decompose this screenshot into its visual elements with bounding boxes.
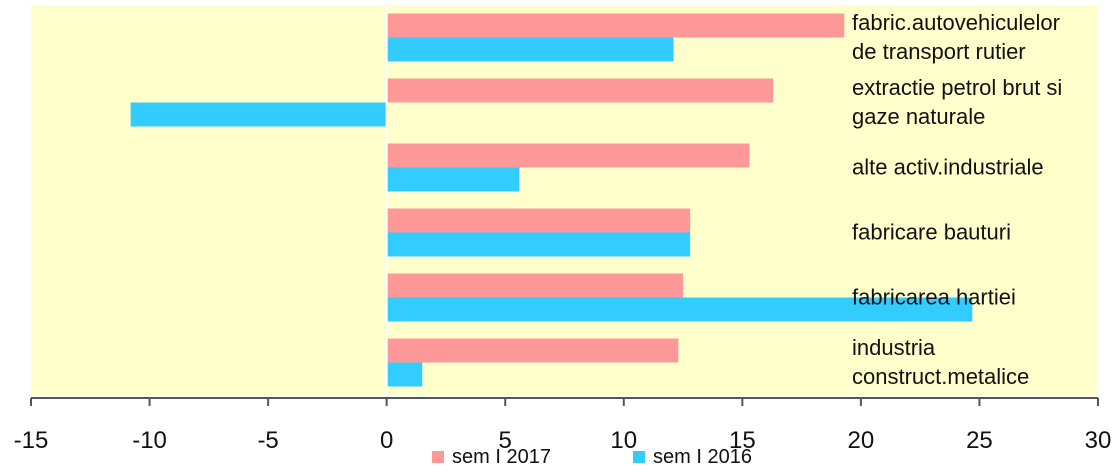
category-label-line: extractie petrol brut si bbox=[852, 75, 1062, 100]
legend-label-sem1-2017: sem I 2017 bbox=[452, 446, 551, 468]
category-label-line: fabricarea hartiei bbox=[852, 285, 1016, 310]
category-label-line: industria bbox=[852, 335, 936, 360]
x-tick-label: -15 bbox=[14, 427, 49, 454]
bar-sem1-2017-0 bbox=[386, 13, 845, 38]
x-tick-label: 10 bbox=[610, 427, 637, 454]
bar-sem1-2016-0 bbox=[386, 37, 674, 62]
x-axis: -15 -10 -5 0 5 10 15 20 25 30 bbox=[14, 5, 1112, 454]
category-label-line: de transport rutier bbox=[852, 39, 1026, 64]
category-label-line: alte activ.industriale bbox=[852, 155, 1044, 180]
legend-label-sem1-2016: sem I 2016 bbox=[653, 446, 752, 468]
legend-swatch-sem1-2017 bbox=[432, 451, 444, 463]
category-label: fabricare bauturi bbox=[852, 220, 1011, 245]
bar-sem1-2016-3 bbox=[386, 232, 691, 257]
category-label-line: fabric.autovehiculelor bbox=[852, 10, 1060, 35]
x-tick-label: 5 bbox=[499, 427, 512, 454]
bar-sem1-2017-1 bbox=[386, 78, 774, 103]
legend-swatch-sem1-2016 bbox=[633, 451, 645, 463]
bar-sem1-2016-5 bbox=[386, 362, 423, 387]
x-tick-label: -10 bbox=[132, 427, 167, 454]
bar-sem1-2017-5 bbox=[386, 338, 679, 363]
bar-sem1-2017-4 bbox=[386, 273, 684, 298]
category-label: alte activ.industriale bbox=[852, 155, 1044, 180]
legend: sem I 2017 sem I 2016 bbox=[432, 446, 752, 468]
bar-sem1-2017-2 bbox=[386, 143, 750, 168]
bar-sem1-2016-1 bbox=[130, 102, 387, 127]
x-tick-label: 25 bbox=[966, 427, 993, 454]
x-tick-label: 20 bbox=[848, 427, 875, 454]
x-tick-label: -5 bbox=[257, 427, 278, 454]
bar-sem1-2016-2 bbox=[386, 167, 520, 192]
bars bbox=[130, 13, 973, 387]
category-label: fabricarea hartiei bbox=[852, 285, 1016, 310]
category-label-line: fabricare bauturi bbox=[852, 220, 1011, 245]
category-label-line: construct.metalice bbox=[852, 364, 1029, 389]
category-labels: fabric.autovehiculelor de transport rutie… bbox=[852, 10, 1062, 389]
category-label: extractie petrol brut si gaze naturale bbox=[852, 75, 1062, 129]
x-tick-label: 15 bbox=[729, 427, 756, 454]
category-label: fabric.autovehiculelor de transport rutie… bbox=[852, 10, 1060, 64]
x-tick-label: 30 bbox=[1085, 427, 1112, 454]
plot-area bbox=[31, 5, 1098, 395]
x-tick-label: 0 bbox=[380, 427, 393, 454]
category-label: industria construct.metalice bbox=[852, 335, 1029, 389]
bar-sem1-2017-3 bbox=[386, 208, 691, 233]
category-label-line: gaze naturale bbox=[852, 104, 985, 129]
bar-sem1-2016-4 bbox=[386, 297, 973, 322]
